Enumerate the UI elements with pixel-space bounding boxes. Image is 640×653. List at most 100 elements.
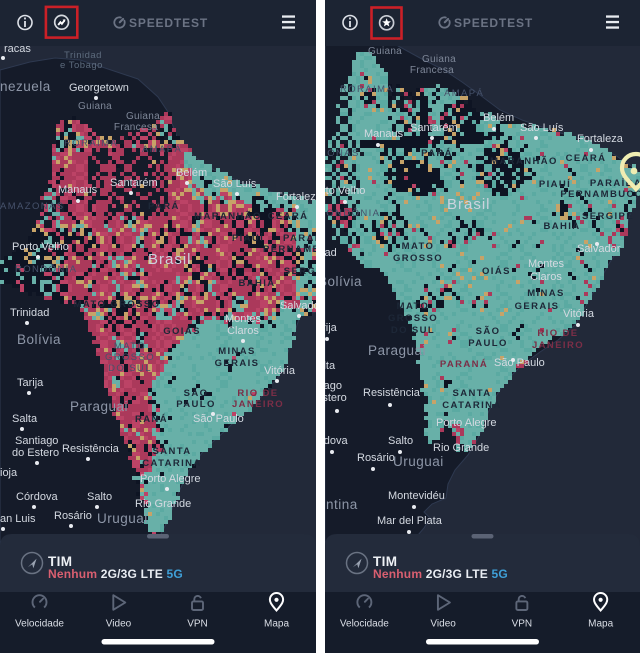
svg-text:Guiana: Guiana <box>78 101 112 112</box>
svg-text:SÃO: SÃO <box>476 326 501 337</box>
svg-text:São Paulo: São Paulo <box>193 413 244 425</box>
svg-text:MINAS: MINAS <box>527 288 565 299</box>
svg-text:Porto Alegre: Porto Alegre <box>140 473 201 485</box>
svg-text:Uruguai: Uruguai <box>393 454 444 469</box>
svg-text:Vitória: Vitória <box>563 308 595 320</box>
svg-text:Manaus: Manaus <box>58 184 98 196</box>
svg-text:Salta: Salta <box>12 413 38 425</box>
svg-text:RONDÔNIA: RONDÔNIA <box>15 264 77 275</box>
svg-text:PARÁ: PARÁ <box>148 201 180 212</box>
svg-text:Salvador: Salvador <box>280 300 316 312</box>
svg-text:Trinidad: Trinidad <box>10 307 49 319</box>
svg-text:SANTA: SANTA <box>152 446 191 457</box>
svg-text:PIAUÍ: PIAUÍ <box>539 179 571 190</box>
svg-text:MARANHÃO: MARANHÃO <box>490 156 558 167</box>
svg-text:RIO DE: RIO DE <box>237 388 278 399</box>
svg-text:ntiago: ntiago <box>325 380 342 392</box>
svg-text:AMAPÁ: AMAPÁ <box>444 88 484 99</box>
svg-text:Salto: Salto <box>388 435 413 447</box>
svg-text:MINAS: MINAS <box>218 346 256 357</box>
svg-text:MATO: MATO <box>402 241 435 252</box>
svg-text:Bolívia: Bolívia <box>325 274 362 289</box>
svg-text:Guiana: Guiana <box>126 111 160 122</box>
svg-text:Córdova: Córdova <box>16 491 58 503</box>
svg-text:racas: racas <box>4 43 31 55</box>
svg-text:SPEEDTEST: SPEEDTEST <box>454 16 533 30</box>
svg-text:ioja: ioja <box>0 467 18 479</box>
svg-text:Resistência: Resistência <box>62 443 120 455</box>
svg-text:RANÁ: RANÁ <box>135 414 168 425</box>
svg-text:GOIÁS: GOIÁS <box>163 326 201 337</box>
svg-text:PARAÍBA: PARAÍBA <box>590 178 640 189</box>
svg-text:Velocidade: Velocidade <box>340 619 389 630</box>
svg-text:rto Velho: rto Velho <box>325 185 365 197</box>
svg-text:Claros: Claros <box>227 325 259 337</box>
svg-text:MATO GROSSO: MATO GROSSO <box>74 299 161 310</box>
svg-text:Santarém: Santarém <box>410 122 458 134</box>
svg-text:PARAÍB: PARAÍB <box>283 233 316 244</box>
svg-text:PAULO: PAULO <box>468 338 508 349</box>
svg-text:AMAZONAS: AMAZONAS <box>0 201 65 212</box>
svg-text:SÃO: SÃO <box>184 388 209 399</box>
svg-text:Rosário: Rosário <box>54 510 92 522</box>
svg-text:Tarija: Tarija <box>17 377 44 389</box>
svg-text:MATO: MATO <box>114 341 146 352</box>
svg-text:TIM: TIM <box>48 554 72 569</box>
svg-text:Manaus: Manaus <box>364 128 404 140</box>
svg-text:arija: arija <box>325 322 338 334</box>
svg-text:GERAIS: GERAIS <box>515 301 560 312</box>
svg-text:CEARÁ: CEARÁ <box>268 211 309 222</box>
svg-text:Santiago: Santiago <box>15 435 58 447</box>
svg-text:CEARÁ: CEARÁ <box>566 153 607 164</box>
svg-text:RORAIMA: RORAIMA <box>340 84 394 95</box>
svg-text:SERGIPE: SERGIPE <box>582 211 634 222</box>
svg-text:Resistência: Resistência <box>363 387 421 399</box>
svg-text:Uruguai: Uruguai <box>97 511 148 526</box>
svg-text:VPN: VPN <box>512 619 533 630</box>
svg-text:Estero: Estero <box>325 392 347 404</box>
svg-text:PAULO: PAULO <box>176 399 216 410</box>
svg-text:PERNAMBUCO: PERNAMBUCO <box>560 189 640 200</box>
svg-text:an Luis: an Luis <box>0 513 36 525</box>
svg-text:SERGI: SERGI <box>284 266 316 277</box>
svg-text:Montes: Montes <box>528 258 565 270</box>
svg-text:Bolívia: Bolívia <box>17 332 61 347</box>
svg-text:JANEIRO: JANEIRO <box>232 399 284 410</box>
svg-text:AMAPÁ: AMAPÁ <box>142 144 182 155</box>
svg-text:PIAUÍ: PIAUÍ <box>232 233 264 244</box>
svg-text:Francesa: Francesa <box>114 122 158 133</box>
svg-text:PARÁ: PARÁ <box>421 148 453 159</box>
svg-text:Video: Video <box>106 619 132 630</box>
svg-text:Trinidad: Trinidad <box>64 50 102 61</box>
svg-text:órdova: órdova <box>325 435 349 447</box>
svg-text:São Paulo: São Paulo <box>494 357 545 369</box>
svg-text:SANTA: SANTA <box>452 388 491 399</box>
svg-text:Brasil: Brasil <box>447 196 491 213</box>
svg-text:Vitória: Vitória <box>264 365 296 377</box>
svg-text:GROSSO: GROSSO <box>105 352 155 363</box>
svg-text:Francesa: Francesa <box>410 65 454 76</box>
svg-text:VPN: VPN <box>187 619 208 630</box>
svg-text:OIÁS: OIÁS <box>482 266 511 277</box>
svg-text:Salta: Salta <box>325 360 336 372</box>
svg-text:Velocidade: Velocidade <box>15 619 64 630</box>
svg-text:Belém: Belém <box>176 167 207 179</box>
svg-text:ZONAS: ZONAS <box>325 148 360 159</box>
svg-text:Mapa: Mapa <box>264 619 289 630</box>
svg-text:Mar del Plata: Mar del Plata <box>377 515 443 527</box>
svg-text:SPEEDTEST: SPEEDTEST <box>129 16 208 30</box>
svg-text:Salvador: Salvador <box>577 243 621 255</box>
svg-text:Porto Alegre: Porto Alegre <box>436 417 497 429</box>
svg-text:TIM: TIM <box>373 554 397 569</box>
svg-text:GROSSO: GROSSO <box>393 253 443 264</box>
svg-text:Montes: Montes <box>225 313 262 325</box>
svg-text:Nenhum 2G/3G LTE 5G: Nenhum 2G/3G LTE 5G <box>373 567 508 581</box>
svg-text:Guiana: Guiana <box>368 46 402 57</box>
svg-text:Video: Video <box>430 619 456 630</box>
svg-text:do Estero: do Estero <box>12 447 59 459</box>
svg-text:GERAIS: GERAIS <box>215 358 260 369</box>
svg-text:Rio Grande: Rio Grande <box>433 442 489 454</box>
svg-text:Santarém: Santarém <box>110 177 158 189</box>
svg-text:nezuela: nezuela <box>0 79 51 94</box>
svg-text:Brasil: Brasil <box>148 251 192 268</box>
